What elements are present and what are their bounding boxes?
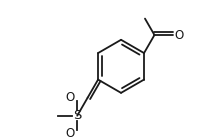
Text: S: S	[73, 109, 81, 122]
Text: O: O	[175, 29, 184, 41]
Text: O: O	[65, 127, 74, 140]
Text: O: O	[65, 91, 74, 104]
